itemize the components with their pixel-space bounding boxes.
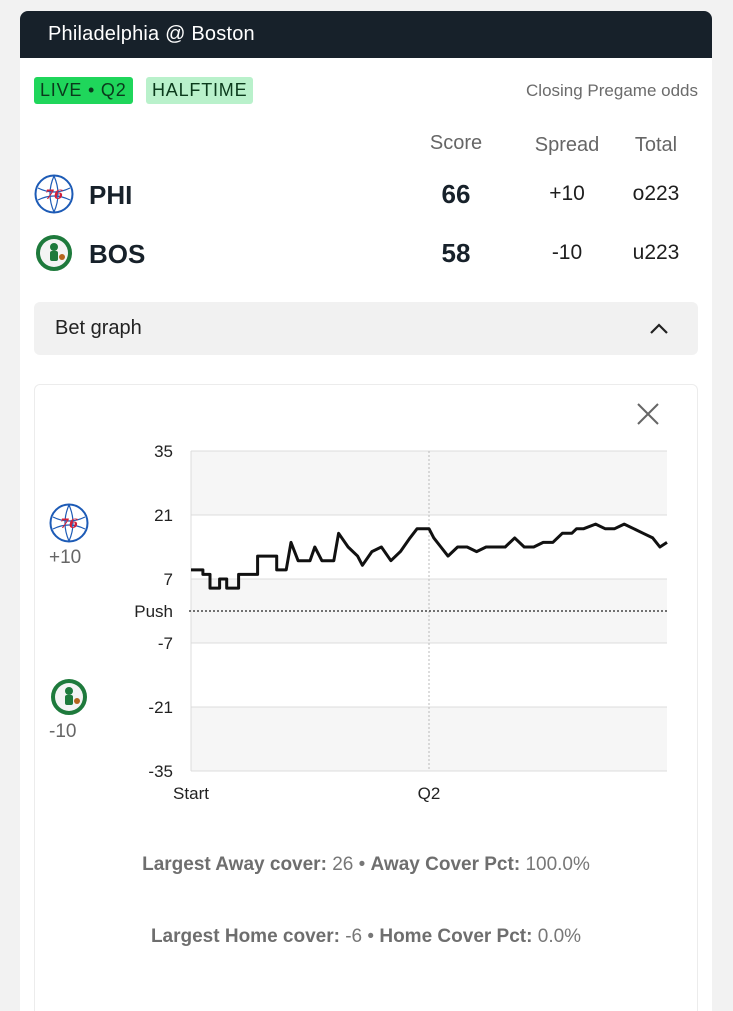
team-spread[interactable]: +10 (549, 182, 585, 205)
halftime-badge: HALFTIME (146, 77, 254, 104)
y-tick-label: -21 (148, 698, 173, 717)
x-tick-label: Start (173, 784, 209, 803)
team-total[interactable]: u223 (632, 241, 680, 264)
x-tick-label: Q2 (418, 784, 441, 803)
largest-away-cover-label: Largest Away cover: (142, 854, 327, 875)
team-abbr: PHI (89, 180, 133, 210)
svg-text:76: 76 (45, 188, 63, 203)
push-label: Push (134, 602, 173, 621)
away-cover-pct-label: Away Cover Pct: (370, 854, 521, 875)
score-column-header: Score (429, 132, 483, 154)
odds-note: Closing Pregame odds (526, 81, 698, 100)
spread-column-header: Spread (534, 134, 600, 156)
bet-line-chart: 35 21 7 -7 -21 -35 Push Start Q2 (134, 442, 668, 803)
celtics-logo-icon (50, 678, 88, 716)
matchup-title: Philadelphia @ Boston (48, 23, 255, 45)
largest-home-cover-value: -6 (345, 926, 363, 947)
team-score: 66 (441, 179, 471, 209)
separator-dot: • (367, 926, 375, 947)
chart-series (191, 522, 668, 590)
y-tick-label: 7 (164, 570, 173, 589)
total-column-header: Total (634, 134, 678, 156)
76ers-logo-icon: 76 (49, 503, 89, 543)
home-spread-label: -10 (49, 721, 77, 742)
76ers-logo-icon: 76 (34, 174, 74, 214)
y-tick-label: 21 (154, 506, 173, 525)
separator-dot: • (358, 854, 366, 875)
largest-away-cover-value: 26 (332, 854, 354, 875)
chart-grid (189, 450, 667, 772)
y-tick-label: -35 (148, 762, 173, 781)
live-badge: LIVE • Q2 (34, 77, 133, 104)
svg-text:76: 76 (60, 517, 78, 532)
home-cover-pct-value: 0.0% (537, 926, 582, 947)
game-card: Philadelphia @ Boston LIVE • Q2 HALFTIME… (20, 11, 712, 1011)
team-row-phi[interactable]: 76 PHI 66 +10 o223 (20, 172, 712, 216)
away-cover-stats: Largest Away cover: 26 • Away Cover Pct:… (35, 854, 697, 876)
home-cover-stats: Largest Home cover: -6 • Home Cover Pct:… (35, 926, 697, 948)
close-icon[interactable] (635, 401, 661, 427)
away-spread-label: +10 (49, 547, 82, 568)
team-total[interactable]: o223 (632, 182, 680, 205)
chevron-up-icon[interactable] (648, 319, 670, 337)
largest-home-cover-label: Largest Home cover: (150, 926, 340, 947)
team-score: 58 (441, 238, 471, 268)
cover-series-line (191, 522, 668, 590)
y-tick-label: -7 (158, 634, 173, 653)
bet-graph-accordion[interactable]: Bet graph (34, 302, 698, 355)
game-header: Philadelphia @ Boston (20, 11, 712, 58)
y-tick-label: 35 (154, 442, 173, 461)
home-cover-pct-label: Home Cover Pct: (379, 926, 533, 947)
team-spread[interactable]: -10 (551, 241, 583, 264)
team-row-bos[interactable]: BOS 58 -10 u223 (20, 231, 712, 275)
bet-graph-panel: 76 +10 -10 35 21 7 -7 -21 -35 Push Start Q2 Larg… (34, 384, 698, 1011)
chart-ticks: 35 21 7 -7 -21 -35 Push Start Q2 (134, 442, 440, 803)
bet-graph-label: Bet graph (55, 317, 142, 339)
team-abbr: BOS (89, 239, 146, 269)
away-cover-pct-value: 100.0% (525, 854, 590, 875)
celtics-logo-icon (35, 234, 73, 272)
